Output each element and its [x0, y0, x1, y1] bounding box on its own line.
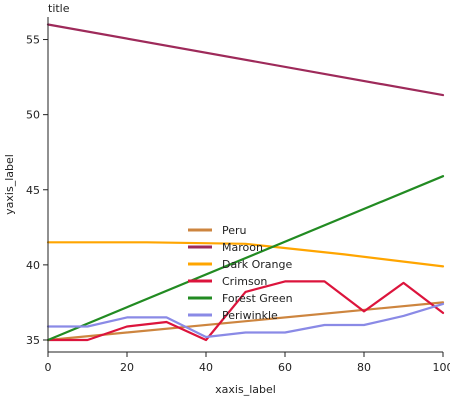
series-line-forest-green [46, 175, 445, 342]
legend-item-periwinkle: Periwinkle [188, 309, 278, 322]
x-tick-label: 0 [45, 361, 52, 374]
y-tick-label: 55 [26, 34, 40, 47]
series-lines [46, 23, 445, 342]
x-tick-label: 40 [199, 361, 213, 374]
legend-item-dark-orange: Dark Orange [188, 258, 292, 271]
legend-item-peru: Peru [188, 224, 247, 237]
y-axis-ticks: 35 40 45 50 55 [26, 34, 48, 347]
y-axis-title: yaxis_label [3, 154, 16, 215]
x-tick-label: 60 [278, 361, 292, 374]
legend-label: Periwinkle [222, 309, 278, 322]
x-axis-title: xaxis_label [215, 383, 276, 396]
legend-label: Dark Orange [222, 258, 292, 271]
legend-label: Crimson [222, 275, 267, 288]
chart-title: title [48, 2, 70, 15]
legend-label: Forest Green [222, 292, 293, 305]
y-tick-label: 40 [26, 259, 40, 272]
legend-label: Peru [222, 224, 247, 237]
series-line-peru [46, 301, 445, 342]
legend-item-maroon: Maroon [188, 241, 263, 254]
x-tick-label: 100 [433, 361, 450, 374]
y-tick-label: 50 [26, 109, 40, 122]
series-line-dark-orange [46, 241, 445, 268]
x-tick-label: 80 [357, 361, 371, 374]
legend-label: Maroon [222, 241, 263, 254]
x-tick-label: 20 [120, 361, 134, 374]
y-tick-label: 45 [26, 184, 40, 197]
series-line-maroon [46, 23, 445, 97]
legend-item-forest-green: Forest Green [188, 292, 293, 305]
series-line-periwinkle [46, 302, 445, 339]
series-line-crimson [46, 280, 445, 342]
legend-item-crimson: Crimson [188, 275, 267, 288]
legend: Peru Maroon Dark Orange Crimson Forest Green… [188, 224, 293, 322]
y-tick-label: 35 [26, 334, 40, 347]
x-axis-ticks: 0 20 40 60 80 100 [45, 352, 450, 374]
